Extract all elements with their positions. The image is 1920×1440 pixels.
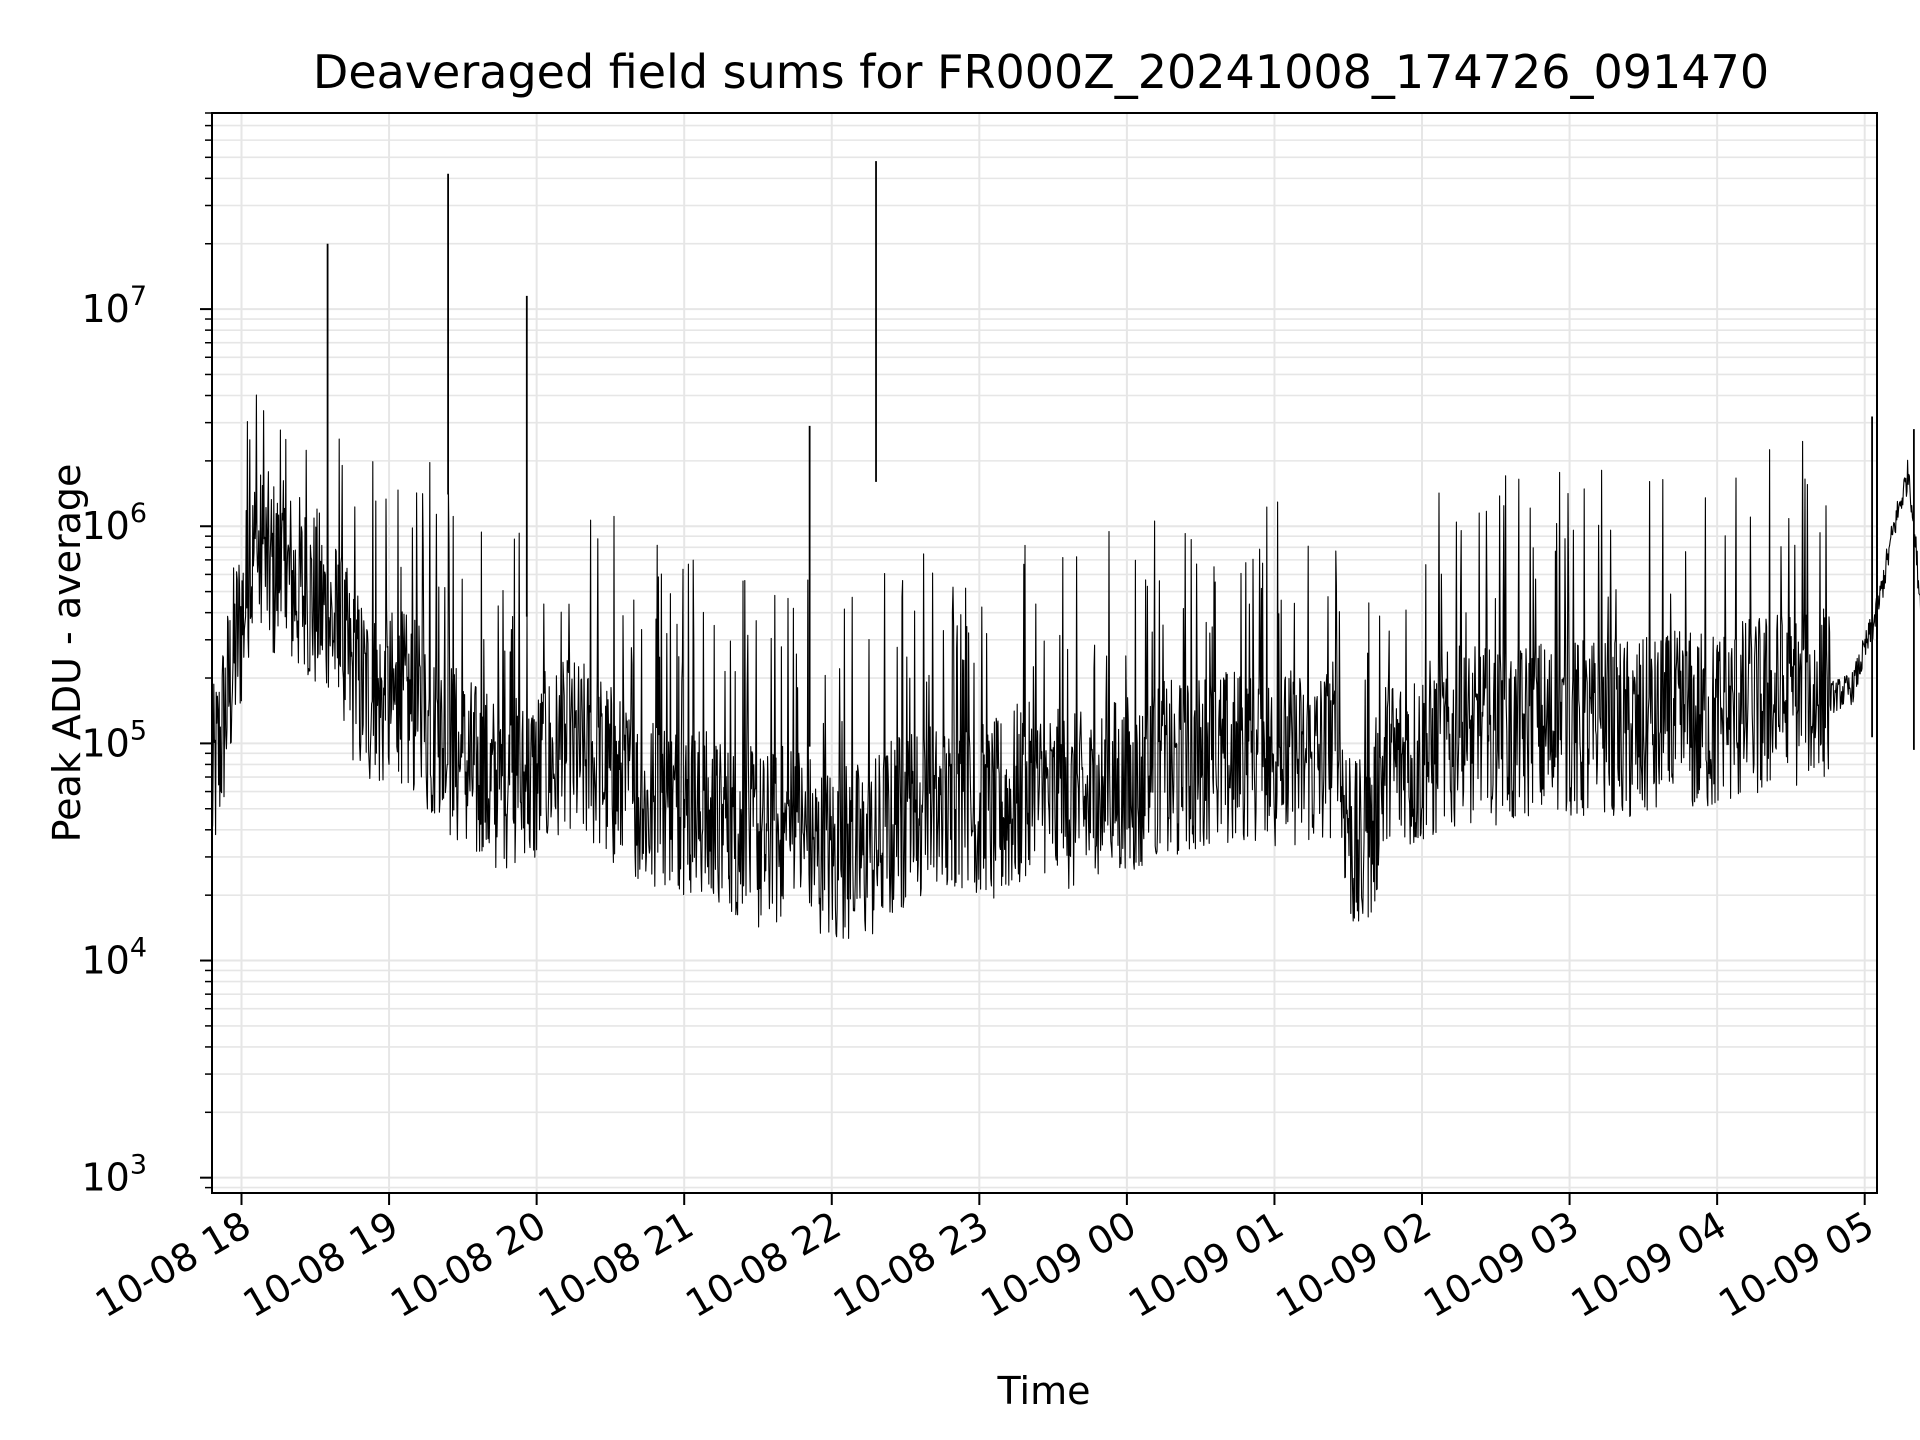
y-tick-base: 10 xyxy=(81,504,129,548)
y-tick-label: 103 xyxy=(81,1150,147,1200)
y-tick-label: 104 xyxy=(81,933,147,983)
minor-ticks xyxy=(205,112,212,1189)
y-tick-base: 10 xyxy=(81,287,129,331)
y-axis-label: Peak ADU - average xyxy=(45,464,89,843)
ticks xyxy=(200,308,1866,1205)
y-tick-base: 10 xyxy=(81,1156,129,1200)
y-tick-base: 10 xyxy=(81,721,129,765)
y-tick-exponent: 4 xyxy=(130,933,147,964)
series xyxy=(211,161,1920,939)
plot-frame xyxy=(211,112,1878,1194)
y-tick-exponent: 3 xyxy=(130,1150,147,1181)
y-tick-base: 10 xyxy=(81,939,129,983)
y-tick-label: 106 xyxy=(81,498,147,548)
y-tick-exponent: 7 xyxy=(130,281,147,312)
chart-title: Deaveraged field sums for FR000Z_2024100… xyxy=(313,45,1769,99)
series-line xyxy=(211,394,1920,939)
x-axis-label: Time xyxy=(997,1369,1091,1413)
y-tick-exponent: 5 xyxy=(130,715,147,746)
y-tick-label: 105 xyxy=(81,715,147,765)
y-tick-exponent: 6 xyxy=(130,498,147,529)
y-tick-label: 107 xyxy=(81,281,147,331)
grid xyxy=(212,112,1877,1193)
